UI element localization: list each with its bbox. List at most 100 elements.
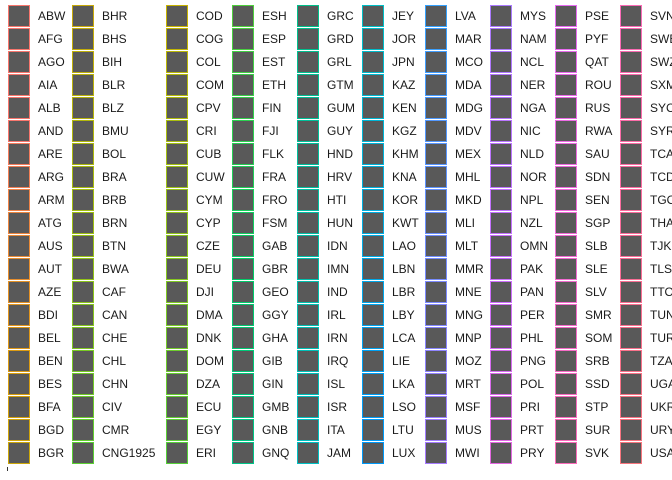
legend-swatch xyxy=(297,120,319,142)
legend-label: PRY xyxy=(520,446,544,460)
legend-swatch xyxy=(232,166,254,188)
legend-label: THA xyxy=(650,216,672,230)
legend-label: UKR xyxy=(650,400,672,414)
legend-label: COL xyxy=(196,55,221,69)
legend-swatch xyxy=(232,304,254,326)
legend-label: CYM xyxy=(196,193,223,207)
legend-label: MRT xyxy=(455,377,481,391)
legend-swatch xyxy=(297,327,319,349)
legend-label: BRN xyxy=(102,216,127,230)
legend-label: LKA xyxy=(392,377,415,391)
legend-swatch xyxy=(297,5,319,27)
legend-label: JOR xyxy=(392,32,416,46)
legend-swatch xyxy=(232,189,254,211)
legend-swatch xyxy=(362,304,384,326)
legend-label: BHR xyxy=(102,9,128,23)
legend-swatch xyxy=(555,304,577,326)
legend-swatch xyxy=(8,74,30,96)
legend-swatch xyxy=(297,166,319,188)
legend-label: DOM xyxy=(196,354,224,368)
legend-swatch xyxy=(8,5,30,27)
legend-swatch xyxy=(8,212,30,234)
legend-swatch xyxy=(297,442,319,464)
legend-label: LBY xyxy=(392,308,415,322)
legend-label: UGA xyxy=(650,377,672,391)
legend-swatch xyxy=(490,258,512,280)
legend-label: BOL xyxy=(102,147,126,161)
legend-swatch xyxy=(8,442,30,464)
legend-label: BHS xyxy=(102,32,127,46)
legend-label: GIN xyxy=(262,377,283,391)
legend-swatch xyxy=(620,235,642,257)
legend-label: NAM xyxy=(520,32,547,46)
legend-label: LIE xyxy=(392,354,410,368)
legend-swatch xyxy=(362,235,384,257)
legend-swatch xyxy=(297,258,319,280)
legend-swatch xyxy=(490,442,512,464)
legend-swatch xyxy=(425,419,447,441)
legend-label: TJK xyxy=(650,239,671,253)
legend-label: MYS xyxy=(520,9,546,23)
legend-label: LTU xyxy=(392,423,414,437)
legend-label: GMB xyxy=(262,400,289,414)
legend-label: DJI xyxy=(196,285,214,299)
legend-swatch xyxy=(555,350,577,372)
legend-label: SVK xyxy=(585,446,609,460)
legend-swatch xyxy=(72,5,94,27)
legend-label: GBR xyxy=(262,262,288,276)
legend-swatch xyxy=(297,235,319,257)
legend-swatch xyxy=(425,442,447,464)
legend-swatch xyxy=(362,28,384,50)
legend-label: FRA xyxy=(262,170,286,184)
legend-label: BMU xyxy=(102,124,129,138)
legend-swatch xyxy=(232,258,254,280)
legend-label: LUX xyxy=(392,446,415,460)
legend-label: GUY xyxy=(327,124,353,138)
legend-label: PYF xyxy=(585,32,608,46)
legend-label: BEN xyxy=(38,354,63,368)
legend-swatch xyxy=(425,396,447,418)
legend-swatch xyxy=(425,74,447,96)
legend-label: PAN xyxy=(520,285,544,299)
legend-label: MNE xyxy=(455,285,482,299)
legend-swatch xyxy=(8,350,30,372)
axis-tick-mark xyxy=(7,467,8,471)
legend-swatch xyxy=(490,281,512,303)
legend-label: MDV xyxy=(455,124,482,138)
legend-swatch xyxy=(297,97,319,119)
legend-label: BWA xyxy=(102,262,129,276)
legend-label: SYC xyxy=(650,101,672,115)
legend-label: MNG xyxy=(455,308,483,322)
legend-label: NIC xyxy=(520,124,541,138)
legend-label: COD xyxy=(196,9,223,23)
legend-swatch xyxy=(72,97,94,119)
legend-label: JAM xyxy=(327,446,351,460)
legend-swatch xyxy=(8,51,30,73)
legend-label: AIA xyxy=(38,78,57,92)
legend-label: NGA xyxy=(520,101,546,115)
legend-swatch xyxy=(362,281,384,303)
legend-swatch xyxy=(620,419,642,441)
legend-label: STP xyxy=(585,400,608,414)
legend-label: CRI xyxy=(196,124,217,138)
legend-swatch xyxy=(8,396,30,418)
legend-label: GTM xyxy=(327,78,354,92)
legend-label: NOR xyxy=(520,170,547,184)
legend-label: IDN xyxy=(327,239,348,253)
legend-swatch xyxy=(362,327,384,349)
legend-label: SWZ xyxy=(650,55,672,69)
legend-swatch xyxy=(620,281,642,303)
legend-label: HRV xyxy=(327,170,352,184)
legend-swatch xyxy=(166,235,188,257)
legend-label: PNG xyxy=(520,354,546,368)
legend-label: ISL xyxy=(327,377,345,391)
legend-swatch xyxy=(362,396,384,418)
legend-swatch xyxy=(232,327,254,349)
legend-label: BRB xyxy=(102,193,127,207)
legend-label: CPV xyxy=(196,101,221,115)
legend-swatch xyxy=(555,235,577,257)
legend-label: ROU xyxy=(585,78,612,92)
legend-label: PHL xyxy=(520,331,544,345)
legend-label: GGY xyxy=(262,308,289,322)
